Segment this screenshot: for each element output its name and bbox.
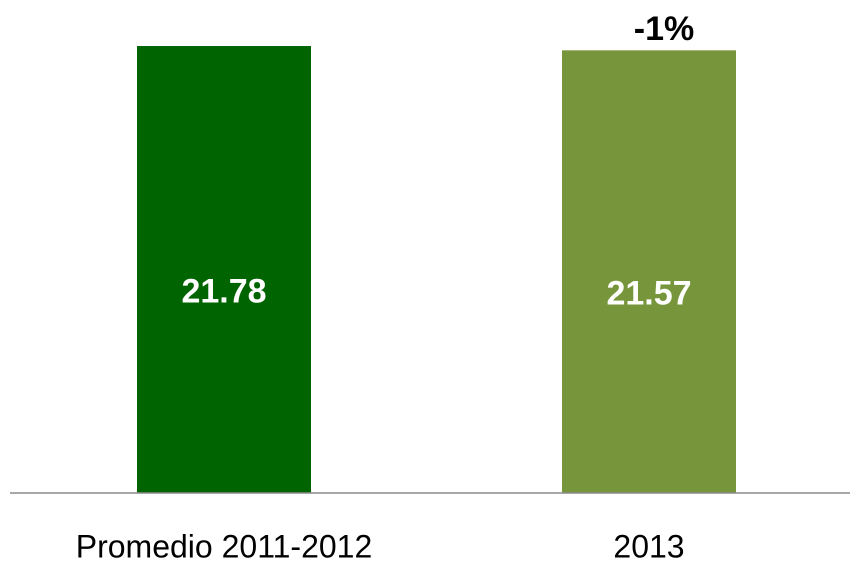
bar <box>562 50 736 494</box>
x-tick-label: 2013 <box>613 528 684 564</box>
annotation: -1% <box>634 10 694 48</box>
x-tick-label: Promedio 2011-2012 <box>76 528 373 564</box>
value-label: 21.78 <box>181 272 266 310</box>
value-label: 21.57 <box>606 275 691 313</box>
bar <box>137 46 311 493</box>
